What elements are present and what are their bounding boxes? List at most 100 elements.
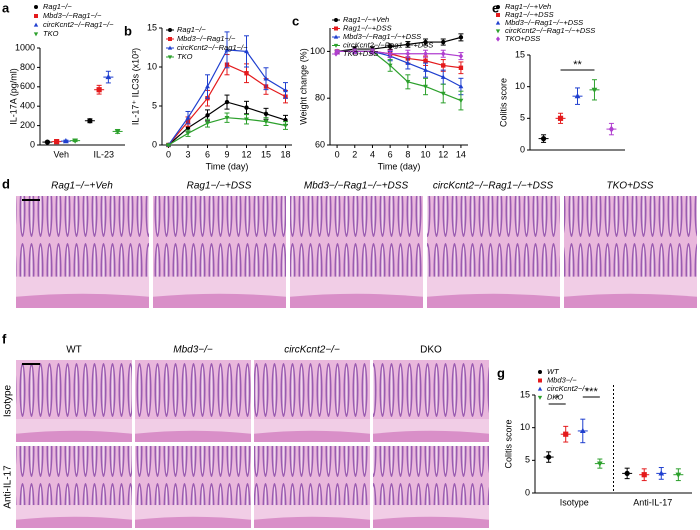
legend-marker	[334, 26, 338, 31]
legend-marker	[537, 395, 543, 400]
legend-marker	[168, 28, 172, 32]
y-tick-label: 15	[515, 49, 525, 59]
marker	[370, 48, 375, 55]
marker	[244, 117, 249, 122]
legend-marker	[334, 51, 338, 57]
legend-marker	[496, 13, 500, 17]
x-tick-label: IL-23	[93, 149, 114, 159]
x-tick-label: 12	[241, 149, 251, 159]
panel-label: f	[2, 331, 7, 346]
legend-marker	[33, 32, 39, 37]
y-tick-label: 5	[152, 100, 157, 110]
marker	[563, 431, 569, 437]
marker	[352, 48, 357, 55]
marker	[263, 76, 269, 81]
y-tick-label: 400	[20, 101, 35, 111]
marker	[458, 83, 464, 89]
marker	[405, 60, 411, 65]
muscle-layer	[135, 516, 251, 528]
legend-label: Mbd3−/−Rag1−/−	[177, 34, 236, 43]
y-tick-label: 5	[520, 113, 525, 123]
x-tick-label: 8	[405, 149, 410, 159]
legend-marker	[333, 43, 339, 48]
x-tick-label: 15	[261, 149, 271, 159]
x-tick-label: 3	[185, 149, 190, 159]
muscle-layer	[427, 293, 560, 308]
muscle-layer	[254, 430, 370, 442]
x-tick-label: 6	[388, 149, 393, 159]
marker	[205, 121, 210, 126]
legend-marker	[496, 5, 500, 9]
marker	[441, 39, 446, 45]
y-tick-label: 0	[525, 487, 530, 497]
panel-label: g	[497, 365, 505, 380]
marker	[224, 99, 230, 105]
y-axis-label: Weight change (%)	[298, 48, 308, 124]
marker	[72, 138, 78, 144]
marker	[405, 50, 411, 57]
legend-label: circKcnt2−/−Rag1−/−+DSS	[505, 26, 595, 35]
marker	[458, 65, 464, 70]
x-tick-label: 10	[421, 149, 431, 159]
marker	[283, 123, 288, 129]
marker	[423, 50, 428, 57]
y-tick-label: 15	[520, 389, 530, 399]
legend-label: Rag1−/−	[43, 2, 72, 11]
x-tick-label: 4	[370, 149, 375, 159]
marker	[405, 42, 411, 47]
marker	[205, 83, 210, 89]
sig-label: ***	[585, 386, 599, 398]
marker	[440, 91, 446, 97]
y-tick-label: 5	[525, 455, 530, 465]
marker	[63, 138, 69, 144]
panel-label: b	[124, 23, 132, 38]
marker	[423, 39, 428, 45]
y-tick-label: 800	[20, 62, 35, 72]
muscle-layer	[254, 516, 370, 528]
y-tick-label: 15	[147, 22, 157, 32]
marker	[440, 74, 446, 79]
marker	[244, 105, 249, 110]
marker	[387, 44, 393, 49]
x-tick-label: 12	[438, 149, 448, 159]
marker	[166, 143, 171, 148]
marker	[387, 63, 393, 69]
image-label: Rag1−/−+Veh	[51, 181, 113, 192]
marker	[579, 427, 586, 434]
legend-label: Rag1−/−+Veh	[343, 15, 389, 24]
marker	[185, 115, 191, 120]
image-label: TKO+DSS	[607, 181, 654, 192]
y-tick-label: 10	[515, 81, 525, 91]
marker	[244, 48, 249, 54]
marker	[423, 67, 428, 72]
marker	[263, 119, 269, 125]
legend-marker	[333, 34, 339, 39]
marker	[224, 47, 230, 52]
marker	[405, 80, 411, 85]
legend-label: Mbd3−/−Rag1−/−+DSS	[343, 32, 421, 41]
legend-marker	[538, 370, 542, 374]
legend-label: Mbd3−/−Rag1−/−	[43, 11, 102, 20]
marker	[458, 35, 464, 40]
x-axis-label: Time (day)	[378, 161, 421, 171]
x-tick-label: 14	[456, 149, 466, 159]
muscle-layer	[373, 516, 489, 528]
muscle-layer	[290, 293, 423, 308]
muscle-layer	[16, 516, 132, 528]
legend-marker	[34, 5, 38, 9]
column-label: WT	[66, 345, 82, 356]
marker	[441, 63, 446, 68]
legend-label: TKO	[43, 29, 59, 38]
y-tick-label: 200	[20, 120, 35, 130]
image-label: Mbd3−/−Rag1−/−+DSS	[304, 181, 409, 192]
x-tick-label: 18	[280, 149, 290, 159]
image-label: Rag1−/−+DSS	[187, 181, 252, 192]
x-tick-label: Isotype	[560, 497, 589, 507]
marker	[283, 87, 288, 93]
series-line	[337, 50, 462, 57]
legend-label: DKO	[547, 392, 563, 401]
sig-label: **	[573, 59, 582, 71]
x-tick-label: 6	[205, 149, 210, 159]
marker	[546, 454, 552, 460]
marker	[591, 87, 598, 93]
